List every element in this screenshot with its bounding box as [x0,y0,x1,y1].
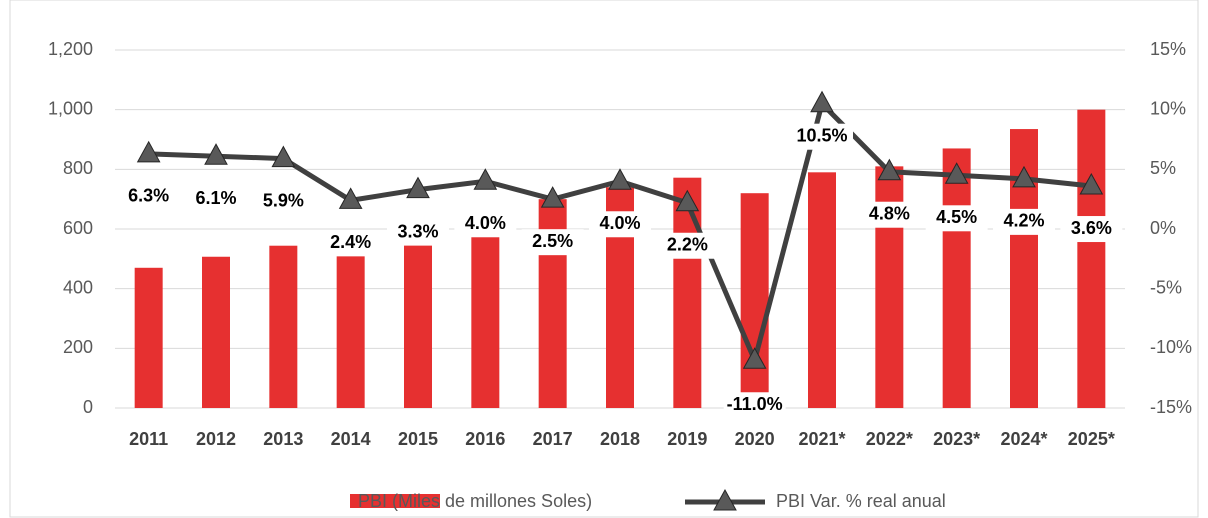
x-tick-label: 2019 [667,429,707,449]
data-label-bg [589,211,651,238]
legend-label: PBI (Miles de millones Soles) [358,491,592,511]
data-label-bg [252,188,315,215]
x-tick-label: 2015 [398,429,438,449]
data-label: -11.0% [727,394,783,414]
x-tick-label: 2020 [735,429,775,449]
y2-tick-label: -10% [1150,337,1192,357]
x-tick-label: 2021* [798,429,845,449]
legend-swatch [350,494,440,508]
x-tick-label: 2014 [331,429,371,449]
legend-marker [713,488,737,511]
bar [134,267,163,408]
y2-tick-label: 15% [1150,39,1186,59]
bar [942,148,971,408]
x-tick-label: 2016 [465,429,505,449]
bar [740,193,769,408]
x-tick-label: 2013 [263,429,303,449]
data-label: 6.1% [195,188,236,208]
data-label-bg [858,201,921,228]
marker [271,145,296,168]
y2-tick-label: -5% [1150,277,1182,297]
y-tick-label: 1,200 [48,39,93,59]
data-label: 5.9% [263,190,304,210]
bar [471,212,500,408]
marker [742,347,767,369]
y-tick-label: 0 [83,397,93,417]
y-tick-label: 600 [63,218,93,238]
data-label-bg [656,232,719,259]
data-label-bg [185,186,247,213]
chart-frame [9,0,1199,518]
y-tick-label: 400 [63,277,93,297]
data-label-bg [454,211,517,238]
data-label-bg [319,230,382,257]
bar [202,256,230,408]
data-label-bg [993,208,1055,235]
x-tick-label: 2012 [196,429,236,449]
data-label: 3.3% [397,221,438,241]
data-label-bg [117,183,180,210]
y-tick-label: 1,000 [48,98,93,118]
y-tick-label: 200 [63,337,93,357]
bar [404,226,432,408]
x-tick-label: 2011 [129,429,168,449]
data-label-bg [723,392,786,419]
data-label: 10.5% [796,125,847,145]
bar [808,172,836,408]
data-label: 2.4% [330,232,371,252]
bar [269,245,298,408]
marker [540,186,565,208]
data-label: 6.3% [128,186,169,206]
data-label-bg [387,219,449,246]
x-tick-label: 2023* [933,429,980,449]
y2-tick-label: 5% [1150,158,1176,178]
marker [338,187,363,209]
data-label: 2.2% [667,234,708,254]
data-label: 4.0% [599,213,640,233]
x-tick-label: 2022* [866,429,913,449]
marker [406,176,430,199]
bar [1077,109,1106,409]
bar [673,177,702,408]
marker [1079,173,1104,195]
y2-tick-label: -15% [1150,397,1192,417]
marker [877,158,902,181]
marker [473,168,498,190]
data-label-bg [521,229,584,256]
marker [1012,165,1036,188]
y2-tick-label: 10% [1150,98,1186,118]
marker [136,140,161,163]
legend-label: PBI Var. % real anual [776,491,946,511]
x-tick-label: 2025* [1068,429,1115,449]
data-label: 4.8% [869,203,910,223]
data-label: 4.0% [465,213,506,233]
bar [336,236,365,408]
marker [608,168,632,190]
y2-tick-label: 0% [1150,218,1176,238]
x-tick-label: 2017 [533,429,573,449]
data-label-bg [791,123,853,150]
marker [675,189,700,212]
marker [810,90,834,113]
data-label-bg [1060,216,1123,243]
data-label-bg [925,205,988,232]
x-tick-label: 2024* [1000,429,1047,449]
marker [944,162,969,184]
marker [204,143,228,165]
y-tick-label: 800 [63,158,93,178]
data-label: 4.2% [1003,211,1044,231]
x-tick-label: 2018 [600,429,640,449]
data-label: 4.5% [936,207,977,227]
data-label: 2.5% [532,231,573,251]
data-label: 3.6% [1071,218,1112,238]
